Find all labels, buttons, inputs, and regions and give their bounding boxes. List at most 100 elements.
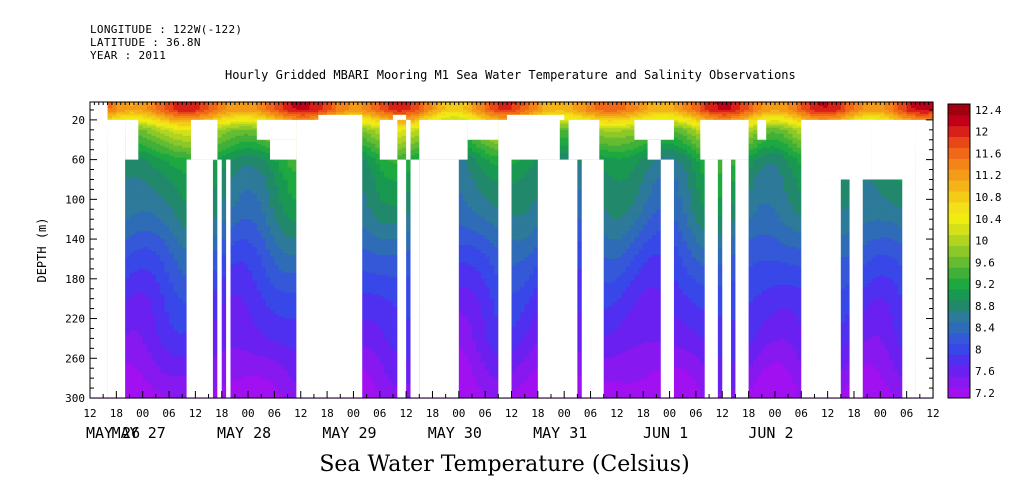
field-cell [173, 233, 179, 236]
field-cell [164, 254, 170, 258]
field-cell [142, 141, 148, 145]
field-cell [155, 394, 161, 397]
field-cell [147, 396, 153, 399]
field-cell [133, 318, 139, 322]
field-cell [177, 135, 183, 139]
field-cell [151, 384, 157, 387]
field-cell [164, 173, 170, 177]
field-cell [133, 262, 139, 266]
field-cell [177, 332, 183, 336]
field-cell [142, 292, 148, 296]
field-cell [160, 209, 166, 212]
field-cell [125, 191, 131, 194]
field-cell [129, 278, 135, 282]
field-cell [160, 330, 166, 334]
field-cell [129, 306, 135, 310]
field-cell [182, 296, 188, 300]
field-cell [169, 364, 175, 367]
field-cell [133, 272, 139, 276]
field-cell [125, 179, 131, 183]
field-cell [151, 346, 157, 349]
field-cell [151, 366, 157, 369]
field-cell [142, 360, 148, 363]
field-cell [182, 165, 188, 169]
field-cell [116, 105, 122, 109]
field-cell [169, 109, 175, 113]
field-cell [173, 161, 179, 165]
field-cell [160, 131, 166, 135]
field-cell [164, 360, 170, 363]
field-cell [151, 169, 157, 173]
field-cell [160, 386, 166, 389]
field-cell [177, 316, 183, 320]
field-cell [138, 147, 144, 151]
field-cell [164, 336, 170, 340]
field-cell [133, 227, 139, 230]
field-cell [177, 366, 183, 369]
field-cell [125, 227, 131, 230]
field-cell [138, 159, 144, 163]
field-cell [160, 157, 166, 161]
field-cell [155, 286, 161, 290]
field-cell [138, 334, 144, 338]
field-cell [155, 221, 161, 224]
field-cell [182, 262, 188, 266]
field-cell [151, 209, 157, 212]
field-cell [182, 207, 188, 210]
field-cell [142, 169, 148, 173]
field-cell [164, 378, 170, 381]
field-cell [129, 390, 135, 393]
field-cell [142, 109, 148, 113]
field-cell [142, 117, 148, 121]
field-cell [182, 121, 188, 125]
field-cell [155, 231, 161, 234]
field-cell [133, 205, 139, 208]
field-cell [164, 187, 170, 191]
field-cell [155, 262, 161, 266]
field-cell [147, 231, 153, 234]
field-cell [142, 332, 148, 336]
field-cell [129, 310, 135, 314]
field-cell [151, 280, 157, 284]
field-cell [133, 159, 139, 163]
field-cell [173, 390, 179, 393]
field-cell [111, 111, 117, 115]
field-cell [142, 181, 148, 185]
field-cell [142, 318, 148, 322]
field-cell [177, 394, 183, 397]
field-cell [125, 217, 131, 220]
field-cell [129, 332, 135, 336]
field-cell [160, 358, 166, 361]
field-cell [133, 354, 139, 357]
field-cell [147, 380, 153, 383]
field-cell [164, 250, 170, 254]
field-cell [177, 211, 183, 214]
field-cell [155, 358, 161, 361]
field-cell [160, 139, 166, 143]
field-cell [155, 332, 161, 336]
field-cell [169, 113, 175, 117]
field-cell [151, 223, 157, 226]
field-cell [142, 324, 148, 328]
field-cell [125, 209, 131, 212]
field-cell [125, 260, 131, 264]
field-cell [160, 374, 166, 377]
field-cell [151, 360, 157, 363]
field-cell [177, 306, 183, 310]
field-cell [169, 229, 175, 232]
field-cell [151, 165, 157, 169]
field-cell [151, 394, 157, 397]
field-cell [177, 155, 183, 159]
field-cell [133, 117, 139, 121]
field-cell [182, 111, 188, 115]
field-cell [169, 274, 175, 278]
field-cell [155, 207, 161, 210]
field-cell [133, 312, 139, 316]
field-cell [129, 360, 135, 363]
field-cell [125, 326, 131, 330]
field-cell [133, 171, 139, 175]
field-cell [138, 340, 144, 343]
field-cell [169, 372, 175, 375]
field-cell [142, 137, 148, 141]
field-cell [160, 163, 166, 167]
